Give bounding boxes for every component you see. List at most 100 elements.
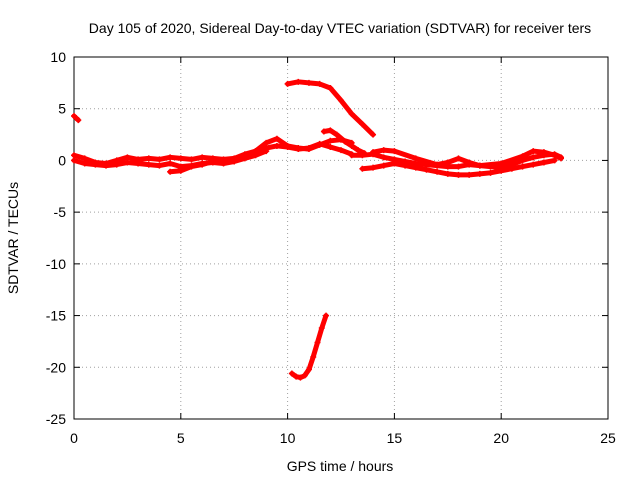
data-point xyxy=(305,146,312,153)
x-tick-label: 10 xyxy=(280,430,296,446)
data-point xyxy=(263,148,270,155)
data-point xyxy=(310,353,317,360)
x-tick-label: 15 xyxy=(387,430,403,446)
x-tick-label: 0 xyxy=(70,430,78,446)
chart-title: Day 105 of 2020, Sidereal Day-to-day VTE… xyxy=(89,20,591,36)
data-point xyxy=(434,168,441,175)
data-point xyxy=(103,162,110,169)
data-point xyxy=(370,131,377,138)
data-point xyxy=(540,159,547,166)
x-tick-label: 25 xyxy=(600,430,616,446)
data-point xyxy=(476,162,483,169)
series-upper-arc xyxy=(284,78,377,138)
data-point xyxy=(327,85,334,92)
data-point xyxy=(156,162,163,169)
data-point xyxy=(455,163,462,170)
data-point xyxy=(466,171,473,178)
data-point xyxy=(295,78,302,85)
data-point xyxy=(338,97,344,104)
data-point xyxy=(530,148,537,155)
plot-frame xyxy=(73,56,609,420)
data-point xyxy=(71,157,77,164)
data-point xyxy=(551,152,558,159)
data-point xyxy=(231,156,238,163)
data-point xyxy=(444,170,451,177)
y-tick-label: 10 xyxy=(50,49,66,65)
y-tick-label: -10 xyxy=(46,256,66,272)
data-point xyxy=(519,153,526,160)
data-series xyxy=(71,78,565,381)
data-point xyxy=(370,149,377,156)
data-point xyxy=(284,142,291,149)
data-point xyxy=(391,148,398,155)
data-point xyxy=(530,154,537,161)
data-point xyxy=(284,80,291,87)
data-point xyxy=(293,373,300,380)
data-point xyxy=(92,161,99,168)
data-point xyxy=(124,159,131,166)
data-point xyxy=(167,154,174,161)
data-point xyxy=(540,149,547,156)
data-point xyxy=(318,324,325,331)
data-point xyxy=(320,128,327,135)
y-axis-label: SDTVAR / TECUs xyxy=(5,182,21,294)
data-point xyxy=(323,312,330,319)
x-tick-label: 20 xyxy=(493,430,509,446)
data-point xyxy=(188,156,195,163)
data-point xyxy=(297,374,304,381)
data-point xyxy=(355,147,362,154)
data-point xyxy=(209,158,216,165)
data-point xyxy=(81,160,88,167)
data-point xyxy=(145,155,152,162)
data-point xyxy=(402,162,409,169)
y-tick-label: 0 xyxy=(58,152,66,168)
data-point xyxy=(81,155,88,162)
data-point xyxy=(241,153,248,160)
data-point xyxy=(188,163,195,170)
data-point xyxy=(359,121,366,128)
data-point xyxy=(359,165,366,172)
data-point xyxy=(412,155,419,162)
data-point xyxy=(71,152,77,159)
data-point xyxy=(199,154,206,161)
data-point xyxy=(316,80,323,87)
data-point xyxy=(252,148,259,155)
data-point xyxy=(177,167,184,174)
data-point xyxy=(380,147,387,154)
data-point xyxy=(273,135,280,142)
data-point xyxy=(530,161,537,168)
data-point xyxy=(338,147,344,154)
data-point xyxy=(466,159,473,166)
data-point xyxy=(498,160,505,167)
data-point xyxy=(135,160,142,167)
data-point xyxy=(295,145,302,152)
data-point xyxy=(113,161,120,168)
data-point xyxy=(444,159,451,166)
y-tick-label: -15 xyxy=(46,308,66,324)
data-point xyxy=(342,138,349,145)
data-point xyxy=(423,166,430,173)
x-tick-label: 5 xyxy=(177,430,185,446)
y-tick-label: -20 xyxy=(46,359,66,375)
data-point xyxy=(220,157,227,164)
axis-ticks: 0 5 10 15 20 25 -25 -20 -15 -10 -5 0 5 10 xyxy=(46,49,616,446)
y-tick-label: -5 xyxy=(54,204,67,220)
data-point xyxy=(498,167,505,174)
grid xyxy=(74,57,608,419)
data-point xyxy=(156,156,163,163)
x-axis-label: GPS time / hours xyxy=(287,458,394,474)
y-tick-label: -25 xyxy=(46,411,66,427)
data-point xyxy=(508,165,515,172)
data-point xyxy=(273,142,280,149)
data-point xyxy=(124,154,131,161)
data-point xyxy=(412,164,419,171)
series-late-band-b xyxy=(359,157,558,178)
data-point xyxy=(519,163,526,170)
data-point xyxy=(305,79,312,86)
data-point xyxy=(288,370,295,377)
data-point xyxy=(455,155,462,162)
data-point xyxy=(476,170,483,177)
data-point xyxy=(327,137,334,144)
data-point xyxy=(434,161,441,168)
y-tick-label: 5 xyxy=(58,101,66,117)
